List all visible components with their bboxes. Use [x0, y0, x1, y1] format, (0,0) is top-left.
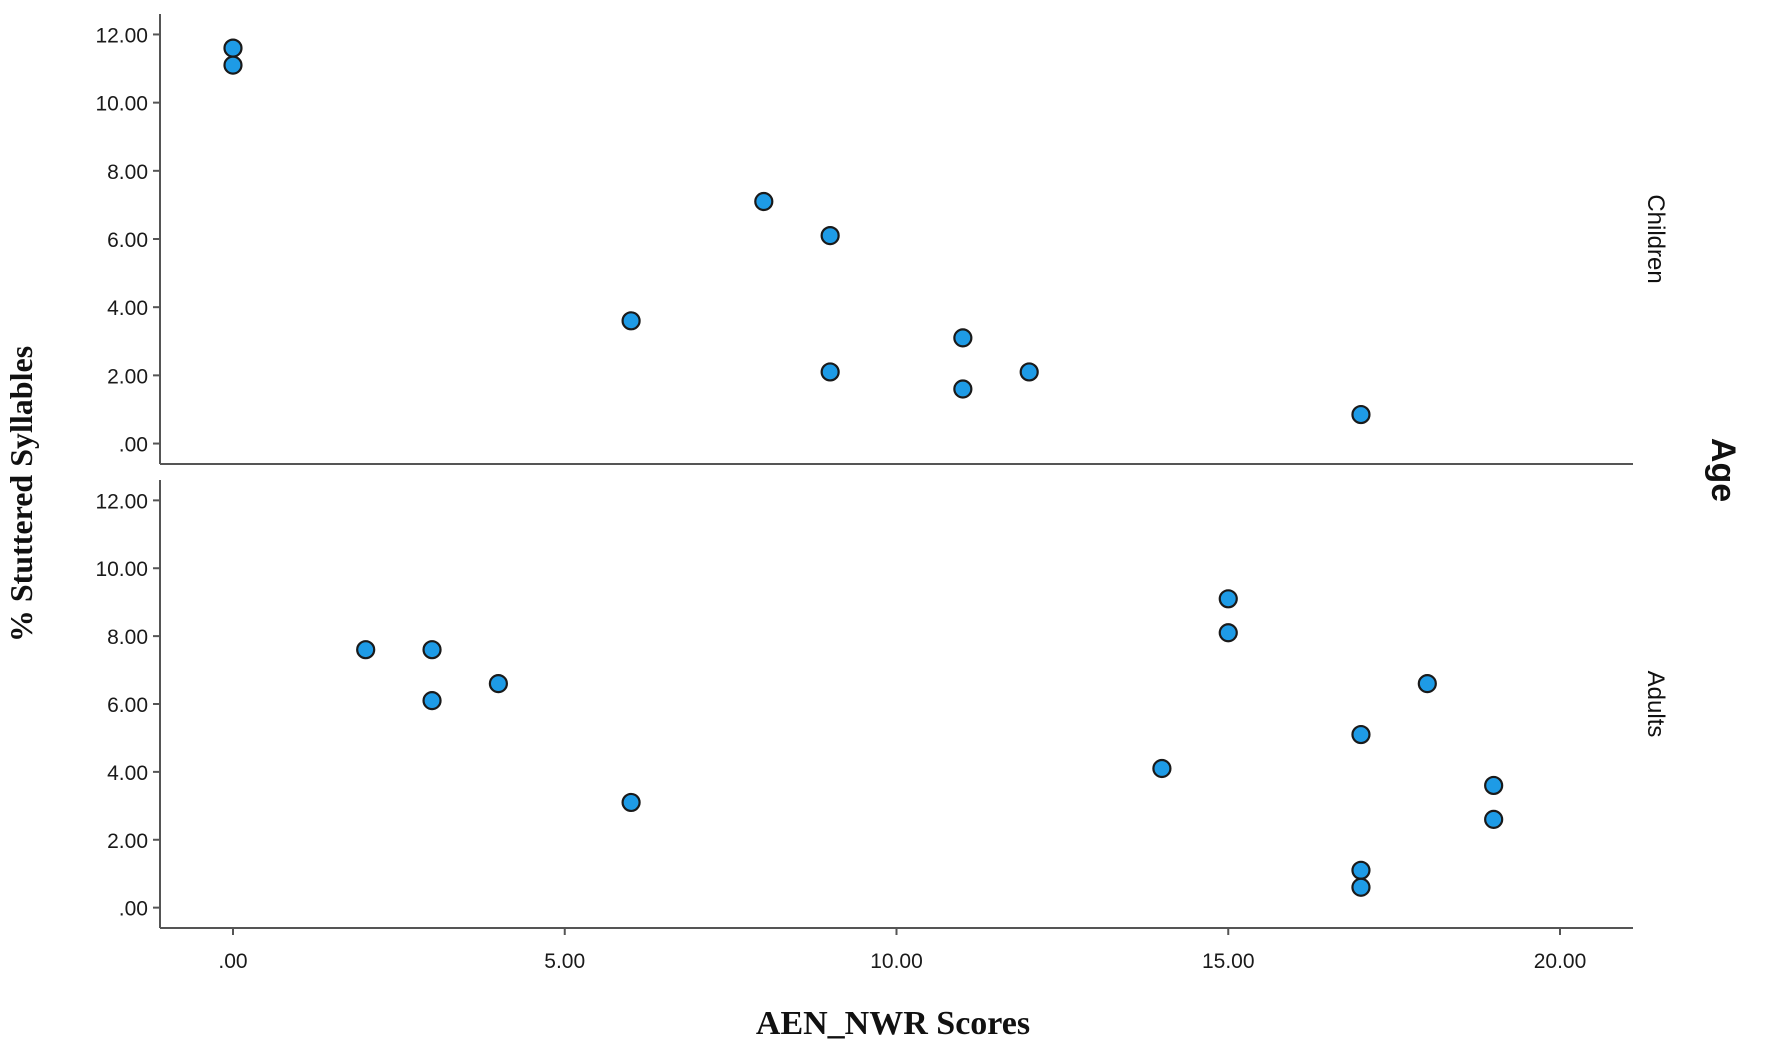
y-tick-label: 8.00	[107, 626, 148, 649]
data-point	[422, 691, 442, 711]
data-point	[1484, 775, 1504, 796]
y-axis-label: % Stuttered Syllables	[3, 346, 39, 642]
data-point	[1351, 404, 1371, 425]
panel-adults: .00 2.00 4.00 6.00 8.00 10.00 12.00 Adults	[95, 480, 1669, 929]
y-tick-label: 4.00	[107, 297, 148, 320]
data-point	[621, 311, 641, 331]
data-point	[223, 38, 243, 58]
data-point	[820, 225, 840, 246]
y-tick-label: 12.00	[95, 24, 148, 47]
y-tick-label: 8.00	[107, 161, 148, 184]
y-tick-label: 6.00	[107, 694, 148, 717]
data-point	[754, 191, 774, 212]
y-tick-label: 2.00	[107, 830, 148, 853]
data-point	[1417, 674, 1437, 694]
data-point	[953, 379, 973, 399]
data-point	[422, 640, 442, 660]
y-tick-label: .00	[119, 434, 148, 457]
panel-children: .00 2.00 4.00 6.00 8.00 10.00 12.00 Children	[95, 14, 1669, 465]
data-point	[1351, 877, 1371, 897]
x-axis-label: AEN_NWR Scores	[756, 1005, 1030, 1042]
facet-title: Age	[1704, 438, 1742, 502]
data-point	[1218, 623, 1238, 643]
y-tick-label: 2.00	[107, 365, 148, 388]
data-point	[820, 362, 840, 382]
facet-panels: .002.004.006.008.0010.0012.00Children.00…	[95, 14, 1669, 929]
facet-label-adults: Adults	[1642, 671, 1669, 738]
x-axis: .00 5.00 10.00 15.00 20.00	[218, 928, 1586, 973]
x-tick-label: 20.00	[1534, 950, 1587, 973]
data-point	[1152, 758, 1172, 779]
x-tick-label: 15.00	[1202, 950, 1255, 973]
data-point	[1019, 362, 1039, 382]
data-point	[223, 55, 243, 75]
x-tick-label: 10.00	[870, 950, 923, 973]
data-point	[1351, 860, 1371, 880]
y-tick-label: .00	[119, 898, 148, 921]
data-point	[621, 792, 641, 813]
data-point	[356, 640, 376, 660]
data-point	[1218, 589, 1238, 609]
y-tick-label: 12.00	[95, 490, 148, 513]
data-point	[1351, 724, 1371, 745]
data-point	[488, 674, 508, 694]
y-tick-label: 10.00	[95, 93, 148, 116]
y-tick-label: 4.00	[107, 762, 148, 785]
facet-label-children: Children	[1642, 194, 1669, 283]
x-tick-label: .00	[218, 950, 247, 973]
y-tick-label: 6.00	[107, 229, 148, 252]
y-tick-label: 10.00	[95, 558, 148, 581]
data-point	[1484, 809, 1504, 829]
data-point	[953, 328, 973, 348]
x-tick-label: 5.00	[544, 950, 585, 973]
